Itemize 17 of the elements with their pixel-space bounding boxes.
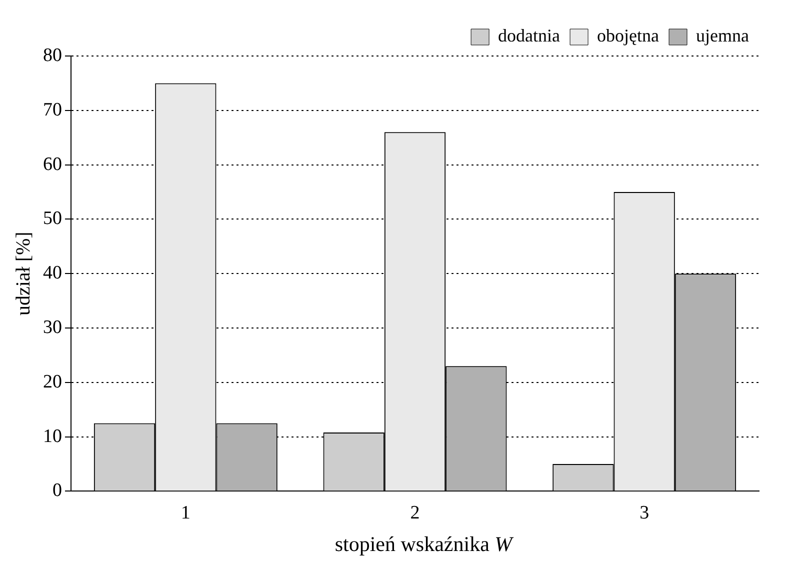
x-axis-title: stopień wskaźnika W xyxy=(334,532,515,557)
legend-label: dodatnia xyxy=(498,26,560,46)
legend-label: ujemna xyxy=(696,26,750,46)
y-tick-label: 50 xyxy=(43,208,62,230)
y-axis-title: udział [%] xyxy=(12,232,34,316)
y-tick-label: 60 xyxy=(43,154,62,175)
y-tick-label: 10 xyxy=(43,426,62,447)
y-tick-label: 0 xyxy=(52,480,62,502)
y-tick-label: 40 xyxy=(43,262,62,284)
y-tick-label: 80 xyxy=(43,44,62,66)
y-tick-label: 70 xyxy=(43,99,62,120)
x-tick-label: 2 xyxy=(410,502,420,524)
legend-label: obojętna xyxy=(597,26,660,46)
x-tick-label: 1 xyxy=(180,502,190,524)
y-tick-label: 20 xyxy=(43,371,62,392)
x-tick-label: 3 xyxy=(640,502,650,524)
y-tick-label: 30 xyxy=(43,316,62,338)
